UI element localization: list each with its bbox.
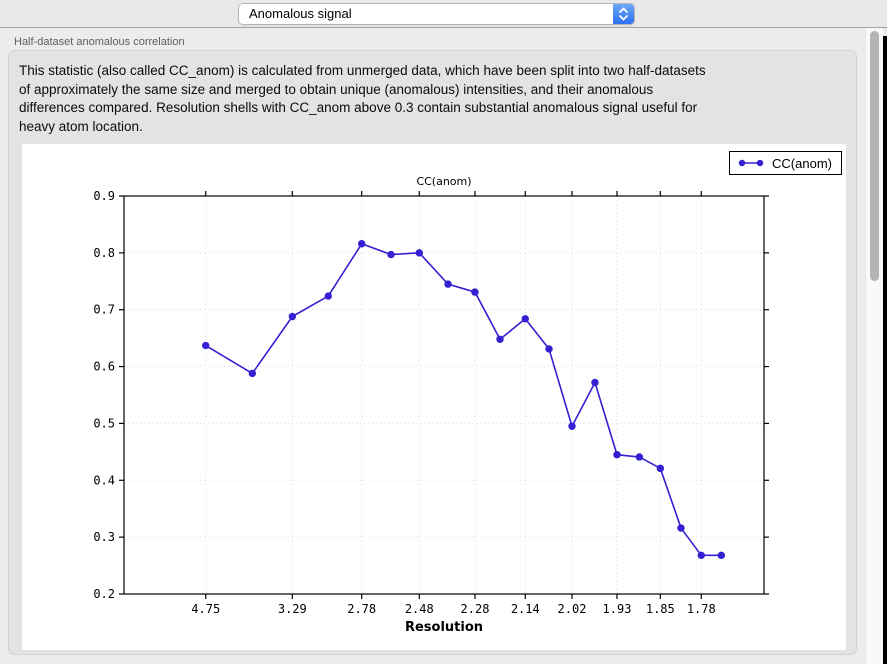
data-point (471, 288, 479, 296)
x-tick-label: 2.28 (461, 602, 490, 616)
statistic-description: This statistic (also called CC_anom) is … (19, 62, 847, 136)
data-point (545, 345, 553, 353)
data-line (205, 242, 722, 557)
y-tick-label: 0.8 (93, 246, 115, 260)
x-axis-label: Resolution (405, 620, 483, 635)
cc-anom-chart: 0.2 0.3 0.4 0.5 0.6 0.7 0.8 0.9 4.75 3.29 2.78 2.48… (93, 175, 769, 635)
data-point (202, 341, 210, 350)
window-right-edge (883, 36, 887, 664)
chart-title: CC(anom) (416, 175, 471, 188)
data-point (324, 292, 332, 300)
data-point (521, 315, 529, 323)
data-point (248, 369, 257, 378)
y-tick-label: 0.7 (93, 303, 115, 317)
data-point (635, 453, 644, 461)
chart-panel: 0.2 0.3 0.4 0.5 0.6 0.7 0.8 0.9 4.75 3.29 2.78 2.48… (22, 144, 846, 650)
statistic-dropdown[interactable]: Anomalous signal (238, 3, 635, 25)
data-point (656, 464, 665, 473)
x-tick-label: 1.78 (687, 602, 716, 616)
x-tick-label: 4.75 (191, 602, 220, 616)
plot-frame (123, 195, 765, 595)
data-point (697, 551, 705, 560)
legend-label: CC(anom) (772, 155, 832, 171)
x-tick-label: 2.48 (405, 602, 434, 616)
data-point (568, 422, 576, 430)
x-tick-label: 1.85 (646, 602, 675, 616)
description-line: This statistic (also called CC_anom) is … (19, 63, 706, 78)
data-point (288, 312, 297, 321)
description-line: differences compared. Resolution shells … (19, 100, 698, 115)
description-line: of approximately the same size and merge… (19, 81, 654, 97)
data-point (357, 240, 366, 248)
data-point (387, 250, 395, 259)
x-tick-label: 2.14 (511, 602, 540, 616)
data-point (677, 524, 685, 532)
data-point (415, 249, 423, 257)
data-point (613, 451, 621, 459)
statistic-dropdown-value: Anomalous signal (249, 6, 352, 21)
data-point (444, 280, 452, 288)
x-tick-label: 3.29 (278, 602, 307, 616)
y-tick-label: 0.4 (93, 473, 115, 487)
x-tick-label: 2.78 (347, 602, 376, 616)
y-tick-label: 0.3 (93, 530, 115, 544)
legend-line-marker-icon (738, 159, 764, 167)
section-label: Half-dataset anomalous correlation (14, 36, 185, 48)
top-bar: Anomalous signal (0, 0, 887, 28)
description-line: heavy atom location. (19, 118, 143, 134)
y-tick-label: 0.5 (93, 416, 115, 430)
chart-legend: CC(anom) (729, 151, 842, 175)
x-tick-label: 2.02 (558, 602, 587, 616)
anomalous-correlation-group-box: This statistic (also called CC_anom) is … (8, 50, 857, 655)
data-point (496, 335, 504, 343)
y-tick-label: 0.2 (93, 587, 115, 601)
data-point (717, 551, 726, 560)
y-tick-label: 0.6 (93, 360, 115, 374)
scrollbar-thumb[interactable] (870, 31, 879, 281)
y-tick-label: 0.9 (93, 189, 115, 203)
dropdown-stepper-icon (613, 4, 634, 24)
vertical-scrollbar[interactable] (865, 28, 883, 664)
x-tick-label: 1.93 (603, 602, 632, 616)
data-point (591, 378, 599, 387)
